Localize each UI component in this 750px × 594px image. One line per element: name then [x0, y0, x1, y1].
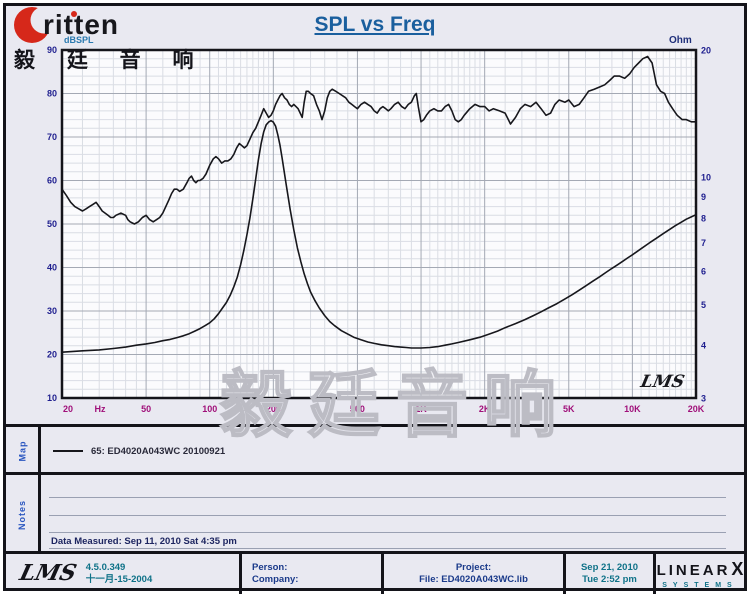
bottom-axis-tick-label: 50 [141, 404, 151, 414]
right-axis-unit-label: Ohm [669, 35, 692, 46]
curve-spl [61, 55, 697, 225]
left-axis-tick-label: 90 [47, 45, 57, 55]
notes-ruled-line [49, 532, 726, 533]
footer-date-cell: Sep 21, 2010 Tue 2:52 pm [566, 554, 656, 594]
left-axis-tick-label: 50 [47, 219, 57, 229]
left-axis-tick-label: 70 [47, 132, 57, 142]
map-legend: 65: ED4020A043WC 20100921 [41, 427, 225, 475]
brand-logo: ritten [12, 2, 119, 48]
bottom-axis-unit-label: Hz [95, 404, 106, 414]
bottom-axis-tick-label: 5K [563, 404, 575, 414]
notes-ruled-line [49, 497, 726, 498]
right-axis-tick-label: 5 [701, 300, 706, 310]
notes-ruled-line [49, 515, 726, 516]
lms-chart-logo: LMS [638, 372, 687, 392]
curve-impedance [61, 119, 697, 354]
bottom-axis-tick-label: 1K [415, 404, 427, 414]
legend-line-swatch [53, 450, 83, 452]
footer-project-cell: Project: File: ED4020A043WC.lib [384, 554, 566, 594]
left-axis-tick-label: 40 [47, 263, 57, 273]
linearx-systems-text: SYSTEMS [662, 581, 738, 589]
notes-ruled-line [49, 548, 726, 549]
person-label: Person: [252, 562, 288, 574]
bottom-axis-tick-label: 200 [266, 404, 281, 414]
brand-crescent-icon [14, 6, 58, 43]
map-row-label-cell: Map [6, 427, 41, 475]
plot-frame [60, 48, 698, 400]
notes-area: Data Measured: Sep 11, 2010 Sat 4:35 pm [41, 475, 744, 554]
map-row: Map 65: ED4020A043WC 20100921 [6, 424, 744, 475]
left-axis-tick-label: 20 [47, 350, 57, 360]
bottom-axis-tick-label: 10K [624, 404, 641, 414]
bottom-axis-tick-label: 2K [479, 404, 491, 414]
right-axis-tick-label: 10 [701, 173, 711, 183]
data-measured-text: Data Measured: Sep 11, 2010 Sat 4:35 pm [51, 536, 237, 547]
left-axis-tick-label: 30 [47, 306, 57, 316]
footer-linearx-cell: LINEAR X SYSTEMS [656, 554, 744, 594]
right-axis-tick-label: 4 [701, 341, 706, 351]
right-axis-tick-label: 9 [701, 192, 706, 202]
notes-row-label-cell: Notes [6, 475, 41, 554]
notes-row: Notes Data Measured: Sep 11, 2010 Sat 4:… [6, 472, 744, 554]
left-axis-unit-label: dBSPL [64, 35, 94, 45]
company-label: Company: [252, 574, 299, 585]
left-axis-tick-label: 10 [47, 393, 57, 403]
brand-i-dot [71, 11, 77, 17]
right-axis-tick-label: 6 [701, 266, 706, 276]
watermark-text: 毅廷音响 [219, 365, 573, 447]
footer-lms-cell: LMS 4.5.0.349 十一月-15-2004 [6, 554, 242, 594]
footer-person-cell: Person: Company: [242, 554, 384, 594]
page-title: SPL vs Freq [314, 13, 436, 36]
left-axis-tick-label: 80 [47, 89, 57, 99]
project-label: Project: [455, 562, 492, 574]
file-label: File: ED4020A043WC.lib [419, 574, 528, 585]
footer-time: Tue 2:52 pm [582, 574, 637, 585]
linearx-main-text: LINEAR [656, 561, 731, 579]
brand-cjk-name: 毅 廷 音 响 [14, 49, 207, 72]
bottom-axis-tick-label: 500 [350, 404, 365, 414]
right-axis-tick-label: 20 [701, 46, 711, 56]
bottom-axis-tick-label: 20K [688, 404, 705, 414]
lms-version: 4.5.0.349 [85, 562, 126, 574]
left-axis-tick-label: 60 [47, 176, 57, 186]
right-axis-tick-label: 8 [701, 214, 706, 224]
footer-date: Sep 21, 2010 [580, 562, 639, 574]
right-axis-tick-label: 3 [701, 394, 706, 404]
lms-build-date: 十一月-15-2004 [85, 574, 153, 585]
footer-bar: LMS 4.5.0.349 十一月-15-2004 Person: Compan… [6, 551, 744, 594]
brand-name: ritten [43, 9, 119, 40]
right-axis-tick-label: 7 [701, 238, 706, 248]
legend-entry: 65: ED4020A043WC 20100921 [91, 445, 226, 457]
bottom-axis-tick-label: 100 [202, 404, 217, 414]
linearx-brand: LINEAR X [657, 558, 744, 581]
bottom-axis-tick-label: 20 [63, 404, 73, 414]
linearx-x-text: X [731, 558, 744, 579]
